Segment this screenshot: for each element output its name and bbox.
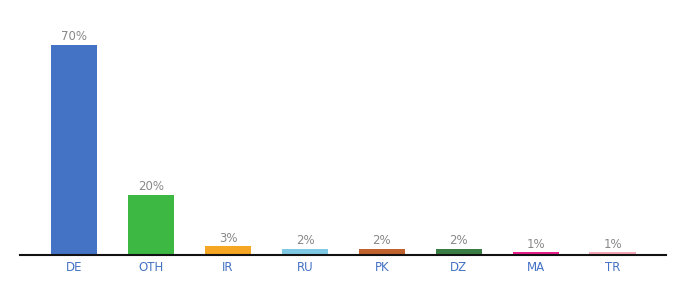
Bar	[282, 249, 328, 255]
Bar	[590, 252, 636, 255]
Text: 2%: 2%	[449, 235, 468, 248]
Text: 1%: 1%	[603, 238, 622, 250]
Text: 1%: 1%	[526, 238, 545, 250]
Bar	[128, 195, 174, 255]
Text: 3%: 3%	[219, 232, 237, 244]
Bar	[359, 249, 405, 255]
Text: 2%: 2%	[296, 235, 314, 248]
Bar	[51, 45, 97, 255]
Text: 2%: 2%	[373, 235, 391, 248]
Bar	[436, 249, 482, 255]
Bar	[513, 252, 559, 255]
Bar	[205, 246, 251, 255]
Text: 20%: 20%	[138, 181, 164, 194]
Text: 70%: 70%	[61, 31, 87, 44]
